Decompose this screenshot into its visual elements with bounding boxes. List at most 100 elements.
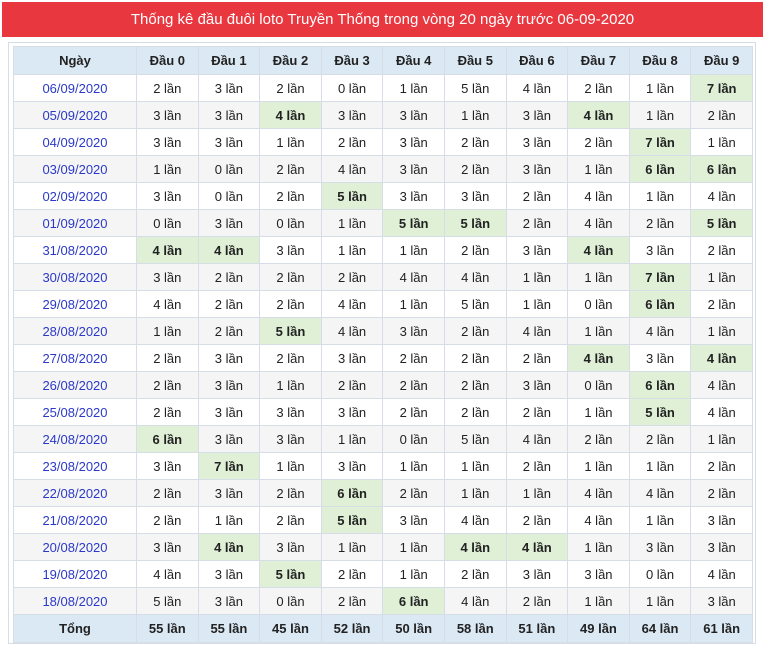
count-cell: 3 lần (382, 317, 445, 345)
count-cell: 1 lần (690, 128, 753, 156)
table-row: 05/09/2020 3 lần 3 lần 4 lần 3 lần 3 lần 1 lần… (13, 101, 753, 129)
date-link[interactable]: 19/08/2020 (13, 560, 137, 588)
count-cell: 2 lần (505, 344, 569, 372)
count-cell: 2 lần (197, 263, 261, 291)
count-cell: 2 lần (628, 209, 692, 237)
count-cell: 1 lần (567, 263, 630, 291)
date-link[interactable]: 26/08/2020 (13, 371, 137, 399)
count-cell: 7 lần (628, 263, 692, 291)
count-cell: 1 lần (382, 560, 445, 588)
date-link[interactable]: 28/08/2020 (13, 317, 137, 345)
count-cell: 2 lần (443, 155, 507, 183)
count-cell: 2 lần (505, 209, 569, 237)
table-row: 23/08/2020 3 lần 7 lần 1 lần 3 lần 1 lần 1 lần… (13, 452, 753, 480)
count-cell: 4 lần (197, 236, 261, 264)
count-cell: 5 lần (443, 74, 507, 102)
count-cell: 5 lần (443, 425, 507, 453)
table-row: 27/08/2020 2 lần 3 lần 2 lần 3 lần 2 lần 2 lần… (13, 344, 753, 372)
count-cell: 3 lần (136, 182, 199, 210)
count-cell: 1 lần (382, 290, 445, 318)
count-cell: 1 lần (259, 371, 322, 399)
table-footer: Tổng 55 lần 55 lần 45 lần 52 lần 50 lần 58 lần… (13, 614, 753, 643)
count-cell: 0 lần (259, 587, 322, 615)
count-cell: 3 lần (382, 155, 445, 183)
table-row: 02/09/2020 3 lần 0 lần 2 lần 5 lần 3 lần 3 lần… (13, 182, 753, 210)
count-cell: 1 lần (628, 101, 692, 129)
column-header-date: Ngày (13, 46, 137, 75)
count-cell: 4 lần (690, 560, 753, 588)
count-cell: 2 lần (259, 506, 322, 534)
count-cell: 4 lần (443, 506, 507, 534)
count-cell: 4 lần (690, 344, 753, 372)
count-cell: 3 lần (197, 479, 261, 507)
total-cell: 64 lần (628, 614, 692, 643)
column-header-dau-2: Đầu 2 (259, 46, 322, 75)
count-cell: 0 lần (628, 560, 692, 588)
count-cell: 3 lần (259, 425, 322, 453)
count-cell: 4 lần (567, 236, 630, 264)
date-link[interactable]: 04/09/2020 (13, 128, 137, 156)
date-link[interactable]: 25/08/2020 (13, 398, 137, 426)
count-cell: 3 lần (197, 425, 261, 453)
count-cell: 3 lần (628, 344, 692, 372)
count-cell: 3 lần (259, 236, 322, 264)
table-row: 18/08/2020 5 lần 3 lần 0 lần 2 lần 6 lần 4 lần… (13, 587, 753, 615)
date-link[interactable]: 20/08/2020 (13, 533, 137, 561)
count-cell: 2 lần (690, 290, 753, 318)
count-cell: 7 lần (690, 74, 753, 102)
count-cell: 3 lần (690, 506, 753, 534)
count-cell: 2 lần (567, 128, 630, 156)
date-link[interactable]: 02/09/2020 (13, 182, 137, 210)
date-link[interactable]: 06/09/2020 (13, 74, 137, 102)
date-link[interactable]: 03/09/2020 (13, 155, 137, 183)
count-cell: 2 lần (382, 479, 445, 507)
date-link[interactable]: 29/08/2020 (13, 290, 137, 318)
count-cell: 1 lần (320, 425, 384, 453)
date-link[interactable]: 30/08/2020 (13, 263, 137, 291)
count-cell: 1 lần (197, 506, 261, 534)
count-cell: 0 lần (259, 209, 322, 237)
count-cell: 2 lần (197, 290, 261, 318)
date-link[interactable]: 23/08/2020 (13, 452, 137, 480)
column-header-dau-1: Đầu 1 (197, 46, 261, 75)
count-cell: 2 lần (320, 587, 384, 615)
count-cell: 1 lần (567, 587, 630, 615)
date-link[interactable]: 01/09/2020 (13, 209, 137, 237)
count-cell: 2 lần (382, 371, 445, 399)
count-cell: 3 lần (320, 452, 384, 480)
count-cell: 4 lần (505, 425, 569, 453)
count-cell: 3 lần (136, 533, 199, 561)
count-cell: 2 lần (136, 74, 199, 102)
total-cell: 52 lần (320, 614, 384, 643)
date-link[interactable]: 22/08/2020 (13, 479, 137, 507)
count-cell: 3 lần (628, 236, 692, 264)
count-cell: 6 lần (136, 425, 199, 453)
total-cell: 55 lần (197, 614, 261, 643)
count-cell: 4 lần (259, 101, 322, 129)
date-link[interactable]: 27/08/2020 (13, 344, 137, 372)
count-cell: 1 lần (443, 101, 507, 129)
count-cell: 1 lần (628, 74, 692, 102)
count-cell: 2 lần (443, 398, 507, 426)
count-cell: 2 lần (197, 317, 261, 345)
count-cell: 6 lần (690, 155, 753, 183)
count-cell: 3 lần (320, 344, 384, 372)
count-cell: 1 lần (628, 506, 692, 534)
count-cell: 2 lần (136, 506, 199, 534)
count-cell: 2 lần (567, 74, 630, 102)
total-cell: 45 lần (259, 614, 322, 643)
count-cell: 0 lần (197, 155, 261, 183)
table-row: 31/08/2020 4 lần 4 lần 3 lần 1 lần 1 lần 2 lần… (13, 236, 753, 264)
count-cell: 3 lần (259, 398, 322, 426)
date-link[interactable]: 05/09/2020 (13, 101, 137, 129)
count-cell: 6 lần (628, 371, 692, 399)
count-cell: 1 lần (690, 425, 753, 453)
date-link[interactable]: 24/08/2020 (13, 425, 137, 453)
column-header-dau-9: Đầu 9 (690, 46, 753, 75)
date-link[interactable]: 21/08/2020 (13, 506, 137, 534)
count-cell: 1 lần (567, 452, 630, 480)
date-link[interactable]: 18/08/2020 (13, 587, 137, 615)
date-link[interactable]: 31/08/2020 (13, 236, 137, 264)
